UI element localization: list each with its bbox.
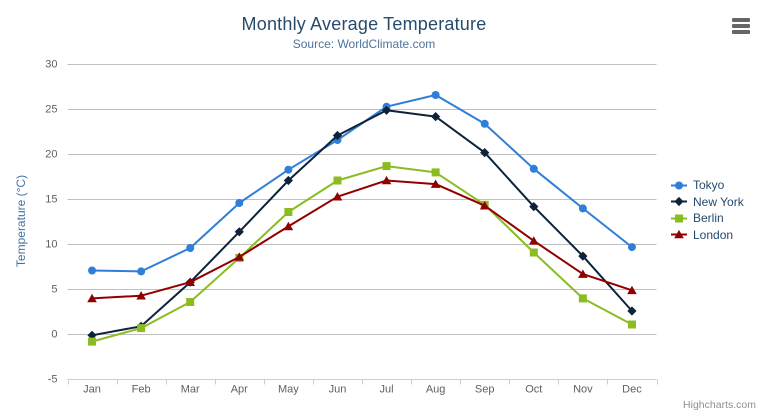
point-london-jan[interactable]: [87, 293, 97, 303]
point-london-sep[interactable]: [479, 201, 490, 210]
point-new-york-aug[interactable]: [431, 112, 441, 122]
point-new-york-jun[interactable]: [332, 130, 343, 141]
point-tokyo-mar[interactable]: [186, 244, 195, 252]
series-line-london[interactable]: [91, 179, 633, 300]
chart-subtitle: Source: WorldClimate.com: [292, 37, 436, 51]
series-line-new-york[interactable]: [91, 109, 633, 337]
point-london-apr[interactable]: [234, 252, 245, 261]
chart-title: Monthly Average Temperature: [241, 14, 487, 34]
legend-symbol-tokyo[interactable]: [675, 181, 683, 190]
legend-item-tokyo[interactable]: Tokyo: [670, 177, 744, 194]
series-london: [87, 175, 637, 303]
point-london-oct[interactable]: [528, 236, 539, 245]
point-berlin-jul[interactable]: [382, 162, 391, 171]
point-new-york-jul[interactable]: [381, 105, 392, 115]
y-axis-label: 0: [51, 329, 57, 341]
point-new-york-apr[interactable]: [234, 227, 244, 237]
export-menu-button[interactable]: [729, 16, 753, 36]
point-new-york-sep[interactable]: [480, 148, 490, 158]
legend-item-berlin[interactable]: Berlin: [670, 210, 744, 227]
y-axis-label: 10: [45, 239, 57, 251]
point-london-mar[interactable]: [185, 277, 196, 286]
legend: Tokyo New York Berlin London: [670, 177, 744, 243]
x-axis-label: Jun: [329, 384, 347, 396]
point-berlin-dec[interactable]: [627, 320, 636, 329]
point-london-aug[interactable]: [430, 179, 441, 188]
point-tokyo-oct[interactable]: [529, 164, 538, 173]
point-tokyo-aug[interactable]: [431, 91, 440, 99]
point-london-feb[interactable]: [136, 291, 146, 300]
y-axis-label: 5: [51, 284, 57, 296]
point-london-may[interactable]: [283, 221, 294, 231]
x-axis-label: Oct: [525, 384, 542, 396]
point-tokyo-may[interactable]: [284, 165, 293, 174]
hamburger-icon: [732, 18, 750, 34]
legend-symbol-new-york[interactable]: [674, 197, 684, 207]
point-berlin-oct[interactable]: [529, 248, 538, 257]
x-axis-label: May: [278, 384, 299, 396]
point-berlin-aug[interactable]: [431, 168, 440, 177]
legend-item-london[interactable]: London: [670, 227, 744, 244]
point-tokyo-feb[interactable]: [137, 267, 146, 276]
point-new-york-oct[interactable]: [529, 202, 539, 212]
point-berlin-jun[interactable]: [333, 176, 342, 185]
point-berlin-jan[interactable]: [88, 337, 97, 346]
y-axis-title: Temperature (°C): [14, 175, 28, 267]
point-berlin-may[interactable]: [284, 208, 293, 216]
point-new-york-may[interactable]: [283, 175, 293, 186]
legend-symbol-london[interactable]: [674, 230, 684, 239]
point-berlin-mar[interactable]: [186, 298, 195, 306]
x-axis-label: Aug: [426, 384, 446, 396]
point-tokyo-dec[interactable]: [627, 243, 636, 252]
series-new-york: [87, 105, 637, 340]
point-new-york-dec[interactable]: [627, 306, 637, 316]
point-london-jun[interactable]: [332, 192, 343, 201]
point-london-jul[interactable]: [381, 175, 392, 185]
credits-link[interactable]: Highcharts.com: [683, 399, 756, 411]
y-axis-label: 25: [45, 104, 57, 116]
legend-item-new-york[interactable]: New York: [670, 194, 744, 211]
point-london-nov[interactable]: [578, 269, 588, 278]
point-tokyo-apr[interactable]: [235, 199, 244, 207]
x-axis-label: Jul: [380, 384, 394, 396]
y-axis-label: 15: [45, 194, 57, 206]
legend-marker-tokyo: [671, 181, 687, 190]
legend-marker-new-york: [671, 197, 687, 207]
point-new-york-jan[interactable]: [87, 330, 97, 340]
y-axis-label: 20: [45, 149, 57, 161]
point-berlin-feb[interactable]: [137, 324, 146, 333]
legend-label: London: [693, 227, 734, 242]
point-berlin-nov[interactable]: [578, 294, 587, 303]
y-axis-label: 30: [45, 59, 57, 71]
x-axis-label: Sep: [475, 384, 495, 396]
series-line-berlin[interactable]: [91, 165, 633, 343]
point-london-dec[interactable]: [627, 285, 637, 295]
x-axis-label: Mar: [181, 384, 200, 396]
y-axis-label: -5: [48, 374, 58, 386]
point-tokyo-sep[interactable]: [480, 119, 489, 128]
x-axis-label: Feb: [132, 384, 151, 396]
x-axis-label: Apr: [231, 384, 248, 396]
point-tokyo-nov[interactable]: [578, 204, 587, 213]
x-axis-label: Dec: [622, 384, 642, 396]
legend-marker-london: [671, 230, 687, 239]
point-tokyo-jan[interactable]: [88, 266, 97, 275]
point-new-york-nov[interactable]: [578, 251, 588, 261]
legend-label: Berlin: [693, 211, 724, 226]
x-axis-label: Jan: [83, 384, 101, 396]
legend-label: New York: [693, 194, 744, 209]
x-axis-label: Nov: [573, 384, 593, 396]
series-tokyo: [88, 91, 636, 276]
legend-label: Tokyo: [693, 178, 725, 193]
legend-marker-berlin: [671, 214, 687, 223]
legend-symbol-berlin[interactable]: [675, 214, 683, 223]
